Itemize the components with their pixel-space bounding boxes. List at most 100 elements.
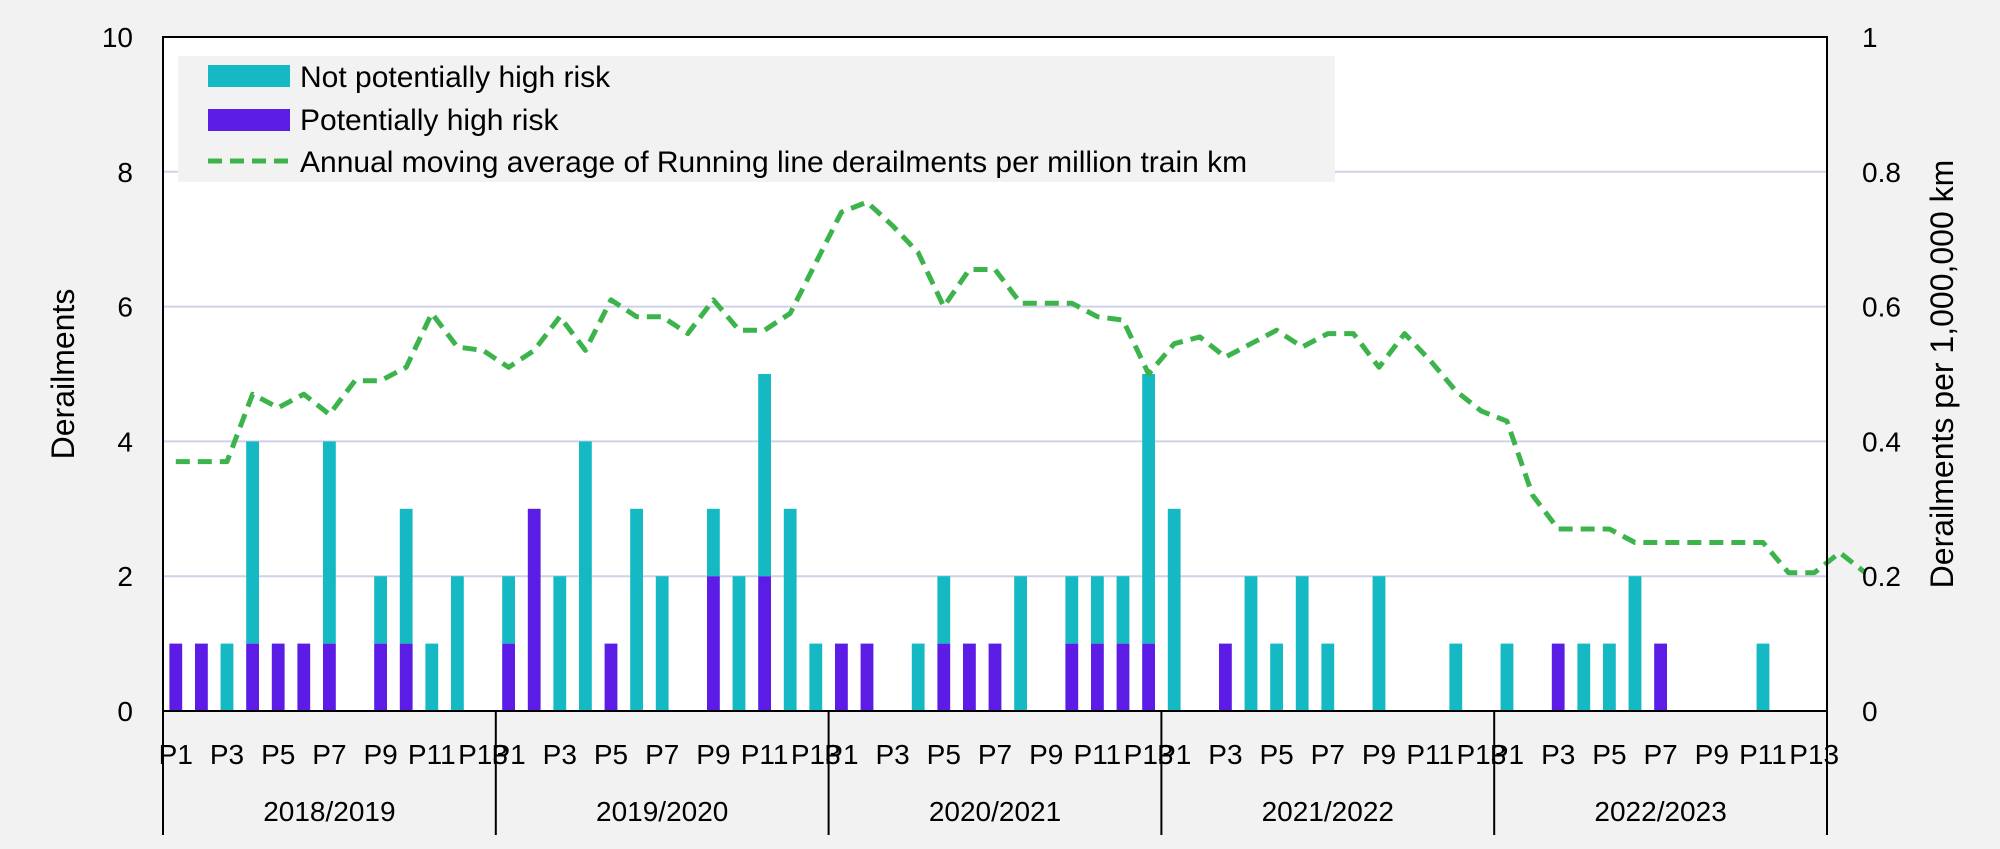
year-label: 2018/2019 <box>263 796 395 827</box>
bar-potentially-high-risk <box>1654 643 1667 711</box>
x-tick-label: P9 <box>363 739 397 770</box>
legend-label-not-high-risk: Not potentially high risk <box>300 61 611 94</box>
right-axis-ticks: 0 0.2 0.4 0.6 0.8 1 <box>1862 22 1901 727</box>
bar-not-potentially-high-risk <box>425 643 439 711</box>
y2-tick-label: 1 <box>1862 22 1878 53</box>
bar-potentially-high-risk <box>1219 643 1232 711</box>
bar-potentially-high-risk <box>937 643 951 711</box>
bar-not-potentially-high-risk <box>1449 643 1463 711</box>
x-tick-label: P5 <box>1259 739 1293 770</box>
bar-not-potentially-high-risk <box>399 508 413 644</box>
y2-tick-label: 0.2 <box>1862 561 1901 592</box>
left-axis-ticks: 0 2 4 6 8 10 <box>102 22 133 727</box>
bar-potentially-high-risk <box>835 643 848 711</box>
x-tick-label: P9 <box>1029 739 1063 770</box>
bar-not-potentially-high-risk <box>1244 576 1258 711</box>
bar-potentially-high-risk <box>1091 643 1104 711</box>
bar-not-potentially-high-risk <box>1065 576 1079 644</box>
x-tick-label: P7 <box>978 739 1012 770</box>
bar-not-potentially-high-risk <box>707 508 720 577</box>
bar-potentially-high-risk <box>758 576 771 711</box>
bar-not-potentially-high-risk <box>630 508 643 711</box>
bar-not-potentially-high-risk <box>1500 643 1514 711</box>
x-tick-label: P3 <box>543 739 577 770</box>
x-tick-label: P13 <box>1124 739 1174 770</box>
bar-not-potentially-high-risk <box>1142 374 1155 644</box>
y2-tick-label: 0.8 <box>1862 157 1901 188</box>
y-tick-label: 8 <box>117 157 133 188</box>
x-tick-label: P3 <box>210 739 244 770</box>
legend-swatch-not-high-risk <box>208 65 290 87</box>
y2-tick-label: 0 <box>1862 696 1878 727</box>
x-tick-label: P13 <box>791 739 841 770</box>
x-tick-label: P13 <box>1456 739 1506 770</box>
bar-not-potentially-high-risk <box>246 441 259 644</box>
x-tick-label: P5 <box>1592 739 1626 770</box>
moving-average-line <box>175 199 1867 576</box>
bar-not-potentially-high-risk <box>809 643 823 711</box>
bar-potentially-high-risk <box>707 576 720 711</box>
legend-label-moving-average: Annual moving average of Running line de… <box>300 146 1247 179</box>
x-tick-label: P1 <box>1157 739 1191 770</box>
x-tick-label: P5 <box>594 739 628 770</box>
legend-swatch-high-risk <box>208 109 290 131</box>
bar-potentially-high-risk <box>399 643 413 711</box>
legend-label-high-risk: Potentially high risk <box>300 104 559 137</box>
x-tick-label: P1 <box>1490 739 1524 770</box>
x-tick-label: P5 <box>927 739 961 770</box>
bar-not-potentially-high-risk <box>579 441 592 711</box>
bar-not-potentially-high-risk <box>758 374 771 577</box>
x-tick-label: P11 <box>408 739 456 770</box>
bar-not-potentially-high-risk <box>553 576 567 711</box>
bar-not-potentially-high-risk <box>1628 576 1642 711</box>
bar-potentially-high-risk <box>1116 643 1130 711</box>
bar-potentially-high-risk <box>374 643 387 711</box>
x-tick-label: P5 <box>261 739 295 770</box>
bar-potentially-high-risk <box>271 643 285 711</box>
bar-not-potentially-high-risk <box>1603 643 1616 711</box>
bar-potentially-high-risk <box>195 643 208 711</box>
bar-potentially-high-risk <box>604 643 618 711</box>
x-tick-label: P7 <box>1643 739 1677 770</box>
x-tick-label: P1 <box>491 739 525 770</box>
bar-not-potentially-high-risk <box>783 508 797 711</box>
y2-tick-label: 0.4 <box>1862 426 1901 457</box>
y-axis-title: Derailments <box>45 289 81 460</box>
bar-not-potentially-high-risk <box>1167 508 1181 711</box>
x-tick-label: P9 <box>696 739 730 770</box>
legend: Not potentially high risk Potentially hi… <box>178 56 1335 182</box>
bar-not-potentially-high-risk <box>1756 643 1770 711</box>
x-tick-label: P9 <box>1362 739 1396 770</box>
x-tick-label: P1 <box>824 739 858 770</box>
x-tick-label: P13 <box>458 739 508 770</box>
bar-not-potentially-high-risk <box>1295 576 1309 711</box>
y-tick-label: 10 <box>102 22 133 53</box>
bar-not-potentially-high-risk <box>1091 576 1104 644</box>
bar-potentially-high-risk <box>323 643 336 711</box>
bar-not-potentially-high-risk <box>323 441 336 644</box>
y-tick-label: 0 <box>117 696 133 727</box>
x-tick-label: P7 <box>1311 739 1345 770</box>
x-tick-label: P11 <box>1406 739 1454 770</box>
bar-not-potentially-high-risk <box>1321 643 1335 711</box>
bar-potentially-high-risk <box>502 643 515 711</box>
x-tick-label: P3 <box>1541 739 1575 770</box>
bar-not-potentially-high-risk <box>1372 576 1386 711</box>
bar-potentially-high-risk <box>1065 643 1079 711</box>
y2-axis-title: Derailments per 1,000,000 km <box>1924 160 1960 589</box>
x-tick-label: P11 <box>1739 739 1787 770</box>
y-tick-label: 6 <box>117 292 133 323</box>
bar-not-potentially-high-risk <box>655 576 669 711</box>
bar-potentially-high-risk <box>1142 643 1155 711</box>
plot-border <box>162 36 1828 712</box>
x-tick-label: P3 <box>1208 739 1242 770</box>
bar-not-potentially-high-risk <box>1014 576 1027 711</box>
bar-potentially-high-risk <box>246 643 259 711</box>
x-tick-label: P11 <box>1074 739 1122 770</box>
x-tick-label: P11 <box>741 739 789 770</box>
bar-potentially-high-risk <box>297 643 311 711</box>
bars <box>169 374 1770 711</box>
bar-potentially-high-risk <box>860 643 874 711</box>
year-label: 2022/2023 <box>1594 796 1726 827</box>
